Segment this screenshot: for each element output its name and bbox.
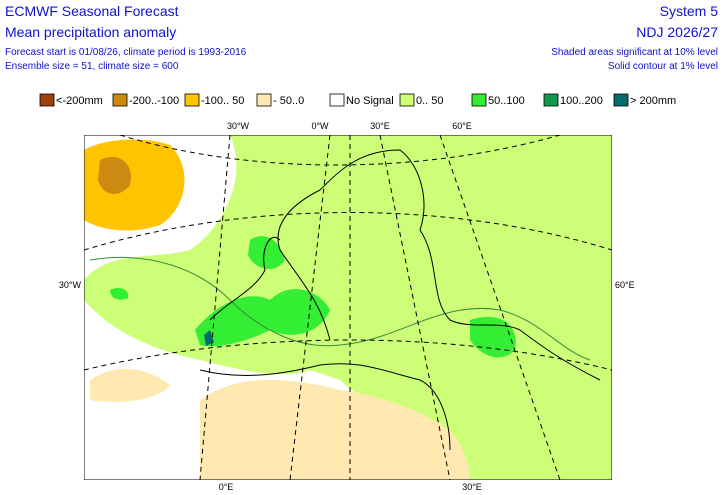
legend-swatch — [613, 93, 629, 107]
legend-swatch — [112, 93, 128, 107]
period: NDJ 2026/27 — [636, 24, 718, 40]
info-line: Ensemble size = 51, climate size = 600 — [5, 61, 179, 72]
dry-area — [84, 139, 185, 231]
dry-area — [98, 156, 131, 195]
system: System 5 — [660, 3, 719, 19]
legend-swatch — [39, 93, 55, 107]
legend-label: <-200mm — [56, 95, 103, 107]
legend-label: 0.. 50 — [416, 95, 444, 107]
dry-area — [90, 368, 170, 402]
subtitle: Mean precipitation anomaly — [5, 24, 176, 40]
note: Solid contour at 1% level — [608, 61, 718, 72]
info-line: Forecast start is 01/08/26, climate peri… — [5, 47, 247, 58]
note: Shaded areas significant at 10% level — [551, 47, 718, 58]
graticule-label: 30°E — [370, 121, 390, 131]
legend-label: - 50..0 — [273, 95, 304, 107]
legend-label: -100.. 50 — [201, 95, 244, 107]
graticule — [84, 135, 612, 480]
graticule-label: 60°E — [452, 121, 472, 131]
graticule-label: 0°E — [219, 482, 234, 492]
coastline — [199, 149, 601, 451]
wet-area — [248, 236, 285, 270]
graticule-label: 30°W — [59, 280, 82, 290]
title: ECMWF Seasonal Forecast — [5, 3, 179, 19]
graticule-label: 0°W — [311, 121, 329, 131]
legend-label: -200..-100 — [129, 95, 179, 107]
wet-area — [195, 289, 330, 347]
map — [84, 135, 612, 480]
graticule-label: 60°E — [615, 280, 635, 290]
dry-area — [200, 380, 470, 480]
legend: <-200mm -200..-100 -100.. 50 - 50..0 No Sign… — [39, 93, 676, 107]
legend-swatch — [471, 93, 487, 107]
graticule-label: 30°W — [227, 121, 250, 131]
legend-label: > 200mm — [630, 95, 676, 107]
legend-label: 50..100 — [488, 95, 525, 107]
graticule-label: 30°E — [462, 482, 482, 492]
contour — [89, 256, 591, 361]
legend-swatch — [329, 93, 345, 107]
legend-swatch — [256, 93, 272, 107]
legend-swatch — [184, 93, 200, 107]
wet-area — [110, 287, 129, 300]
legend-label: 100..200 — [560, 95, 603, 107]
legend-label: No Signal — [346, 95, 394, 107]
legend-swatch — [543, 93, 559, 107]
legend-swatch — [399, 93, 415, 107]
